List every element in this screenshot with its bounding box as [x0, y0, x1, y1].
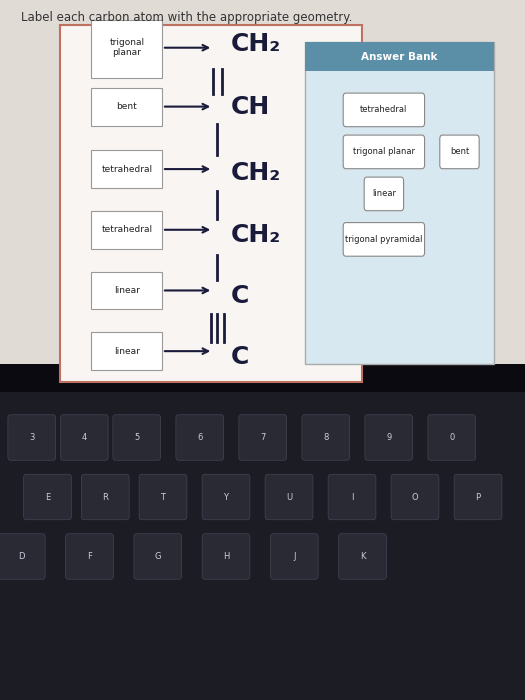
Text: trigonal pyramidal: trigonal pyramidal	[345, 235, 423, 244]
FancyBboxPatch shape	[91, 88, 163, 125]
Text: C: C	[230, 345, 249, 369]
FancyBboxPatch shape	[343, 93, 425, 127]
FancyBboxPatch shape	[0, 533, 45, 580]
Text: O: O	[412, 493, 418, 501]
FancyBboxPatch shape	[343, 135, 425, 169]
FancyBboxPatch shape	[24, 475, 71, 519]
FancyBboxPatch shape	[265, 475, 313, 519]
Text: tetrahedral: tetrahedral	[101, 164, 152, 174]
FancyBboxPatch shape	[91, 332, 163, 370]
FancyBboxPatch shape	[60, 25, 362, 382]
FancyBboxPatch shape	[8, 414, 56, 461]
Text: linear: linear	[114, 286, 140, 295]
Text: P: P	[476, 493, 480, 501]
Text: K: K	[360, 552, 365, 561]
Text: J: J	[293, 552, 296, 561]
Text: trigonal
planar: trigonal planar	[109, 38, 144, 57]
Text: H: H	[223, 552, 229, 561]
Text: tetrahedral: tetrahedral	[101, 225, 152, 234]
Text: G: G	[154, 552, 161, 561]
Bar	[0, 364, 525, 392]
FancyBboxPatch shape	[302, 414, 350, 461]
FancyBboxPatch shape	[239, 414, 287, 461]
FancyBboxPatch shape	[91, 272, 163, 309]
Text: 4: 4	[82, 433, 87, 442]
FancyBboxPatch shape	[202, 475, 250, 519]
Text: 6: 6	[197, 433, 203, 442]
FancyBboxPatch shape	[202, 533, 250, 580]
FancyBboxPatch shape	[134, 533, 182, 580]
FancyBboxPatch shape	[176, 414, 224, 461]
FancyBboxPatch shape	[454, 475, 502, 519]
Text: 9: 9	[386, 433, 391, 442]
FancyBboxPatch shape	[339, 533, 386, 580]
Text: linear: linear	[114, 346, 140, 356]
Text: CH₂: CH₂	[230, 161, 281, 185]
FancyBboxPatch shape	[364, 177, 404, 211]
Text: tetrahedral: tetrahedral	[360, 106, 407, 114]
FancyBboxPatch shape	[270, 533, 318, 580]
Text: trigonal planar: trigonal planar	[353, 148, 415, 156]
Text: Answer Bank: Answer Bank	[361, 52, 437, 62]
Text: C: C	[230, 284, 249, 308]
FancyBboxPatch shape	[66, 533, 113, 580]
FancyBboxPatch shape	[81, 475, 129, 519]
FancyBboxPatch shape	[428, 414, 476, 461]
FancyBboxPatch shape	[91, 150, 163, 188]
Text: 0: 0	[449, 433, 454, 442]
Text: T: T	[161, 493, 165, 501]
Text: D: D	[18, 552, 25, 561]
Text: 7: 7	[260, 433, 266, 442]
Text: F: F	[87, 552, 92, 561]
Bar	[0, 378, 525, 700]
Text: 8: 8	[323, 433, 329, 442]
Text: I: I	[351, 493, 353, 501]
FancyBboxPatch shape	[440, 135, 479, 169]
FancyBboxPatch shape	[365, 414, 413, 461]
Bar	[0, 0, 525, 378]
Text: E: E	[45, 493, 50, 501]
FancyBboxPatch shape	[304, 42, 494, 71]
Text: 3: 3	[29, 433, 35, 442]
Text: CH₂: CH₂	[230, 32, 281, 56]
Text: U: U	[286, 493, 292, 501]
FancyBboxPatch shape	[60, 414, 108, 461]
Text: Y: Y	[224, 493, 228, 501]
Text: Label each carbon atom with the appropriate geometry.: Label each carbon atom with the appropri…	[21, 10, 352, 24]
Text: R: R	[102, 493, 108, 501]
FancyBboxPatch shape	[139, 475, 187, 519]
Text: CH₂: CH₂	[230, 223, 281, 247]
FancyBboxPatch shape	[391, 475, 439, 519]
Text: 5: 5	[134, 433, 140, 442]
FancyBboxPatch shape	[91, 211, 163, 248]
FancyBboxPatch shape	[113, 414, 161, 461]
FancyBboxPatch shape	[343, 223, 425, 256]
FancyBboxPatch shape	[304, 42, 494, 364]
FancyBboxPatch shape	[91, 20, 163, 78]
Text: bent: bent	[117, 102, 137, 111]
FancyBboxPatch shape	[328, 475, 376, 519]
Text: bent: bent	[450, 148, 469, 156]
Text: linear: linear	[372, 190, 396, 198]
Bar	[0, 392, 525, 700]
Text: CH: CH	[230, 94, 270, 118]
